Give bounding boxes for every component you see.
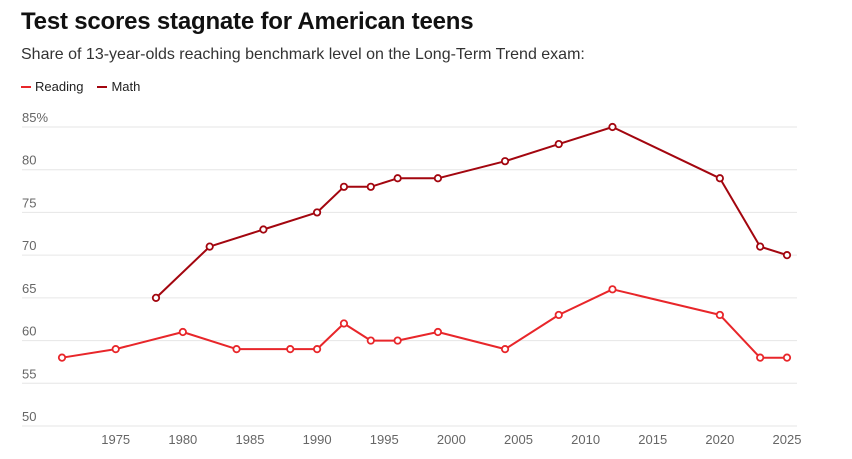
x-tick-label-2000: 2000 — [437, 432, 466, 447]
data-point-math-2020 — [715, 174, 724, 183]
x-tick-label-1995: 1995 — [370, 432, 399, 447]
data-point-math-1992 — [339, 182, 349, 191]
data-point-math-1999 — [433, 174, 443, 183]
data-point-reading-2020 — [715, 310, 724, 320]
data-point-math-2023 — [756, 242, 765, 251]
data-point-math-1994 — [366, 182, 375, 191]
data-point-reading-2012 — [608, 285, 617, 294]
chart-subtitle: Share of 13-year-olds reaching benchmark… — [21, 46, 585, 63]
data-point-reading-1990 — [312, 345, 322, 354]
data-point-math-2025 — [782, 251, 792, 260]
data-point-math-1986 — [259, 225, 268, 234]
y-tick-label-55: 55 — [22, 366, 36, 381]
legend: Reading Math — [21, 79, 140, 94]
data-point-reading-2008 — [554, 310, 563, 320]
data-point-reading-1971 — [57, 353, 67, 362]
series-line-math — [155, 126, 788, 299]
y-tick-label-65: 65 — [22, 281, 36, 296]
data-point-reading-1988 — [286, 345, 295, 354]
legend-swatch-math — [97, 85, 108, 88]
data-point-reading-2025 — [782, 353, 792, 362]
data-point-math-2008 — [554, 139, 563, 149]
x-tick-label-1975: 1975 — [101, 432, 130, 447]
x-tick-label-2020: 2020 — [705, 432, 734, 447]
legend-item-reading: Reading — [21, 79, 83, 94]
data-point-math-2012 — [608, 122, 617, 132]
y-tick-label-85: 85% — [22, 110, 48, 125]
legend-swatch-reading — [21, 85, 31, 88]
data-point-reading-1984 — [232, 345, 241, 354]
y-tick-label-70: 70 — [22, 238, 36, 253]
x-tick-label-2015: 2015 — [638, 432, 667, 447]
data-point-reading-2004 — [500, 345, 510, 354]
data-point-math-1996 — [393, 174, 402, 183]
y-tick-label-60: 60 — [22, 324, 36, 339]
data-point-reading-1992 — [339, 319, 349, 328]
x-tick-label-1990: 1990 — [303, 432, 332, 447]
data-point-math-1978 — [151, 293, 161, 302]
chart-title: Test scores stagnate for American teens — [21, 8, 474, 35]
data-point-math-2004 — [500, 157, 510, 166]
legend-label-math: Math — [111, 79, 141, 94]
x-tick-label-1985: 1985 — [236, 432, 265, 447]
data-point-reading-1980 — [178, 327, 187, 337]
x-tick-label-2005: 2005 — [504, 432, 533, 447]
legend-label-reading: Reading — [35, 79, 84, 94]
data-point-math-1990 — [312, 208, 322, 217]
y-tick-label-75: 75 — [22, 195, 36, 210]
x-tick-label-2025: 2025 — [773, 432, 802, 447]
data-point-reading-1994 — [366, 336, 375, 345]
y-tick-label-80: 80 — [22, 153, 36, 168]
data-point-reading-2023 — [756, 353, 765, 362]
series-line-reading — [61, 288, 787, 359]
x-tick-label-1980: 1980 — [168, 432, 197, 447]
x-tick-label-2010: 2010 — [571, 432, 600, 447]
data-point-reading-1975 — [111, 345, 120, 354]
data-point-math-1982 — [205, 242, 214, 251]
data-point-reading-1996 — [393, 336, 402, 345]
legend-item-math: Math — [97, 79, 140, 94]
y-tick-label-50: 50 — [22, 409, 36, 424]
data-point-reading-1999 — [433, 327, 443, 337]
